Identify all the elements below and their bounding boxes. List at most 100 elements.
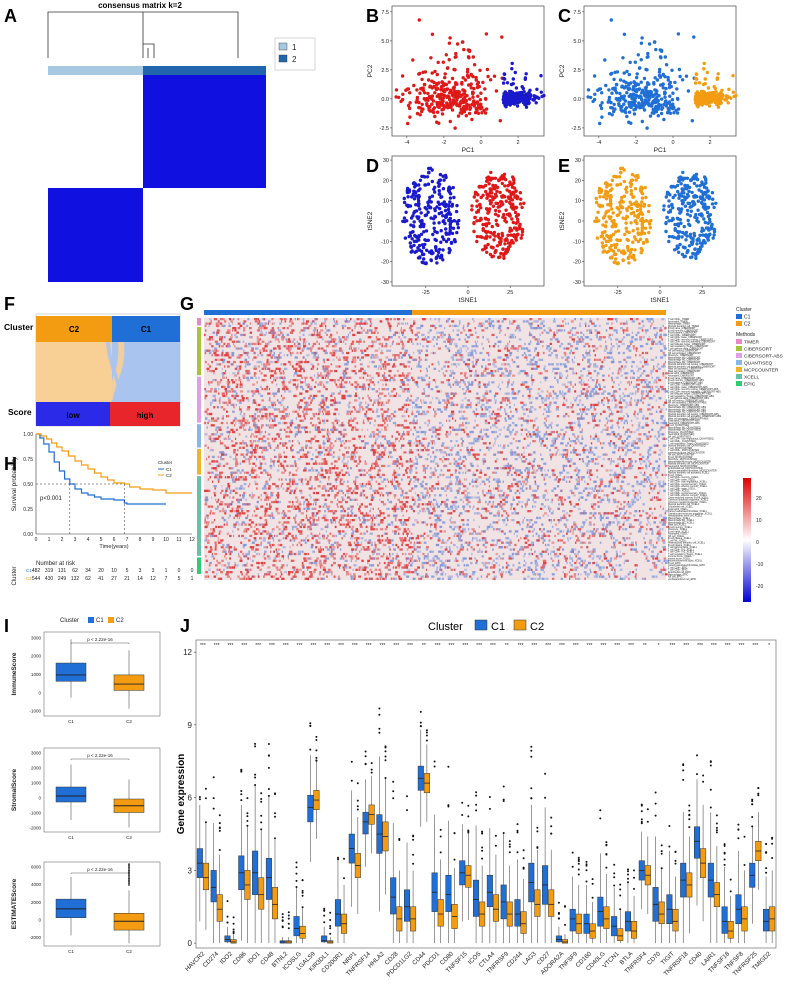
tsne-e-point [662,208,666,212]
heatmap-cell [255,388,259,391]
heatmap-cell [443,327,446,330]
heatmap-cell [628,349,632,352]
heatmap-cell [316,340,318,343]
heatmap-cell [228,338,232,341]
tsne-d-point [433,207,437,211]
pca-c-point [676,97,680,101]
heatmap-cell [344,381,348,384]
heatmap-cell [429,329,432,332]
tsne-e-point [683,254,687,258]
tsne-d-point [402,200,407,205]
consensus-block-1 [48,188,143,282]
heatmap-cell [388,369,392,373]
heatmap-cell [443,333,446,337]
tsne-d-point [423,213,427,218]
tsne-e-point [620,205,624,209]
heatmap-cell [335,383,338,386]
tsne-e-point [694,175,698,180]
heatmap-cell [418,351,421,355]
pca-c-point [632,80,636,84]
heatmap-cell [475,360,478,364]
heatmap-cell [214,388,217,391]
heatmap-cell [216,342,221,346]
heatmap-cell [635,318,639,321]
heatmap-cell [218,358,220,361]
heatmap-cell [309,394,313,398]
heatmap-cell [437,347,441,350]
heatmap-cell [337,358,341,361]
heatmap-cell [459,372,463,375]
heatmap-cell [511,388,514,391]
pca-b-point [417,72,421,76]
pca-b-point [426,91,430,96]
heatmap-cell [384,365,387,368]
pca-c-point [613,70,617,75]
heatmap-cell [567,390,570,393]
tsne-d-point [443,204,448,209]
tsne-e-point [626,238,630,243]
heatmap-cell [385,318,389,321]
pca-c-point [652,80,656,85]
heatmap-cell [589,331,592,334]
heatmap-cell [225,351,229,355]
tsne-e-point [629,250,633,255]
heatmap-cell [564,365,568,368]
heatmap-cell [249,327,252,330]
tsne-d-point [488,235,492,239]
heatmap-cell [621,338,624,341]
heatmap-cell [393,363,395,366]
tsne-e-point [697,212,702,217]
pca-b-point [461,106,466,110]
pca-c-xtick-label: -4 [596,140,601,146]
heatmap-cell [239,356,242,359]
pca-b-point [461,40,465,44]
heatmap-cell [588,365,591,368]
heatmap-cell [235,392,238,395]
tsne-d-point [496,255,501,260]
heatmap-cell [322,365,323,368]
heatmap-cell [252,383,256,386]
heatmap-cell [512,345,515,348]
heatmap-cell [370,356,373,359]
heatmap-cell [383,367,387,370]
tsne-d-point [448,196,453,200]
heatmap-cell [368,379,372,382]
heatmap-cell [220,354,223,357]
heatmap-cell [618,367,621,370]
heatmap-cell [260,354,264,357]
heatmap-cell [265,327,268,330]
heatmap-cell [322,358,326,361]
heatmap-cell [661,388,664,391]
heatmap-cell [351,360,354,364]
tsne-e-point [623,232,627,237]
risk-table-title: Number at risk [36,561,76,567]
heatmap-cell [522,347,526,350]
heatmap-cell [351,349,354,352]
tsne-d-point [506,184,510,188]
tsne-e-point [608,197,612,201]
heatmap-cell [587,369,590,373]
heatmap-cell [305,390,309,393]
heatmap-cell [259,351,262,355]
pca-b-point [508,99,513,103]
heatmap-cell [518,338,522,341]
heatmap-cell [596,372,600,375]
heatmap-cell [212,394,216,398]
heatmap-cell [420,324,424,328]
tsne-d-point [473,215,477,220]
heatmap-cell [345,390,348,393]
heatmap-cell [343,369,347,373]
heatmap-cell [567,381,569,384]
heatmap-cell [654,379,658,382]
heatmap-cell [344,358,348,361]
heatmap-cell [594,354,596,357]
tsne-d-point [412,243,416,248]
heatmap-cell [338,340,340,343]
heatmap-cell [650,372,653,375]
heatmap-cell [466,324,469,328]
heatmap-cell [578,376,580,379]
heatmap-cell [373,331,376,334]
heatmap-cell [275,367,279,370]
heatmap-cell [574,383,576,386]
pca-b-point [500,35,504,39]
